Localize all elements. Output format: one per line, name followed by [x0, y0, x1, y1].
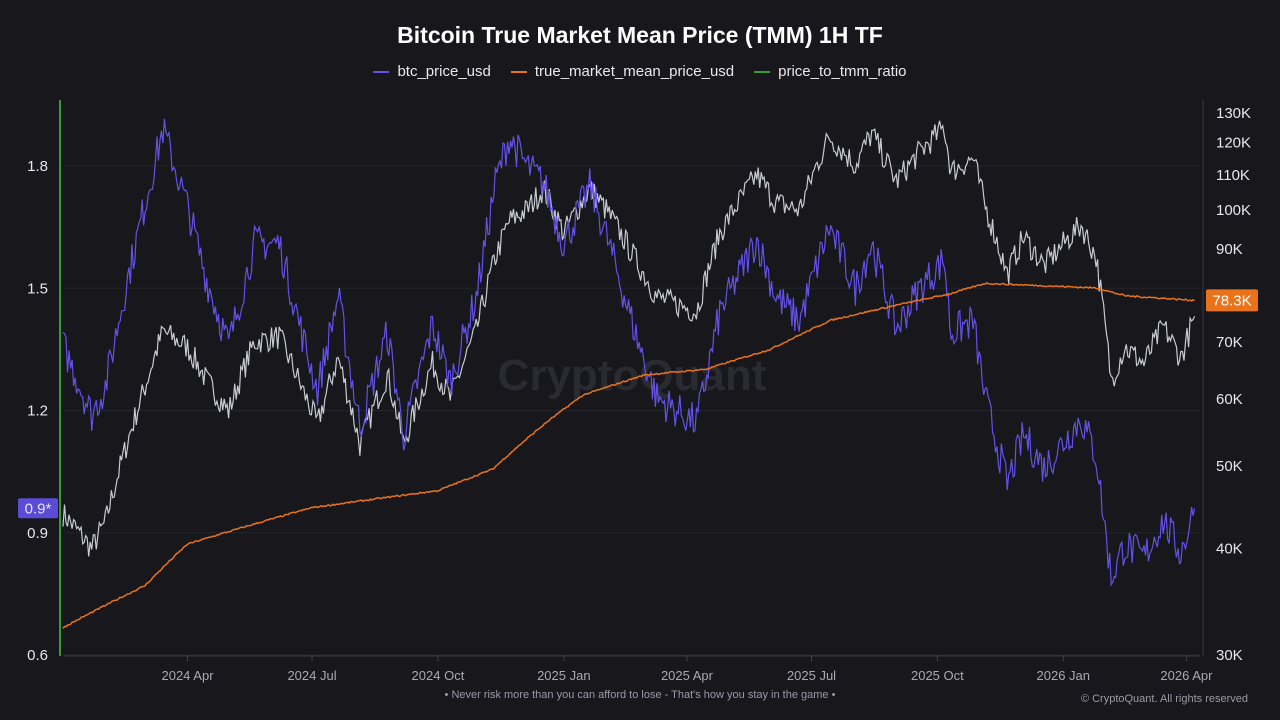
watermark: CryptoQuant: [498, 351, 767, 400]
tmm-price-line: [62, 282, 1195, 629]
legend-swatch: [754, 70, 771, 73]
right-tick-label: 100K: [1216, 202, 1251, 219]
right-tick-label: 130K: [1216, 105, 1251, 122]
ratio-current-label: 0.9*: [25, 500, 52, 517]
right-tick-label: 50K: [1216, 458, 1243, 475]
legend-label: price_to_tmm_ratio: [778, 63, 907, 80]
tmm-current-label: 78.3K: [1212, 292, 1251, 309]
left-tick-label: 0.9: [27, 525, 48, 542]
copyright: © CryptoQuant. All rights reserved: [1080, 693, 1248, 705]
right-tick-label: 110K: [1216, 167, 1250, 184]
x-tick-label: 2024 Jul: [287, 668, 336, 683]
right-tick-label: 90K: [1216, 241, 1243, 258]
x-tick-label: 2025 Apr: [661, 668, 714, 683]
left-tick-label: 0.6: [27, 647, 48, 664]
legend-item-tmm[interactable]: true_market_mean_price_usd: [510, 63, 735, 80]
right-tick-label: 30K: [1216, 647, 1243, 664]
legend-item-ratio[interactable]: price_to_tmm_ratio: [754, 63, 907, 80]
right-tick-label: 70K: [1216, 334, 1243, 351]
btc-price-usd-line: [62, 118, 1196, 587]
x-tick-label: 2025 Jan: [537, 668, 591, 683]
right-tick-label: 40K: [1216, 541, 1243, 558]
btc-price-overlay-line: [62, 120, 1196, 557]
x-tick-label: 2024 Apr: [161, 668, 214, 683]
chart-title: Bitcoin True Market Mean Price (TMM) 1H …: [397, 22, 883, 48]
legend-label: btc_price_usd: [397, 63, 491, 80]
left-tick-label: 1.5: [27, 280, 48, 297]
ratio-current-badge: [18, 498, 58, 519]
x-tick-label: 2026 Apr: [1160, 668, 1213, 683]
x-tick-label: 2025 Oct: [911, 668, 964, 683]
legend: btc_price_usd true_market_mean_price_usd…: [0, 63, 1280, 80]
legend-swatch: [510, 70, 527, 73]
right-tick-label: 60K: [1216, 391, 1243, 408]
left-tick-label: 1.2: [27, 403, 48, 420]
left-tick-label: 1.8: [27, 158, 48, 175]
footer-disclaimer: • Never risk more than you can afford to…: [444, 689, 836, 701]
x-tick-label: 2025 Jul: [787, 668, 836, 683]
legend-label: true_market_mean_price_usd: [534, 63, 735, 80]
legend-item-btc-price[interactable]: btc_price_usd: [373, 63, 491, 80]
tmm-current-badge: [1206, 289, 1258, 312]
right-tick-label: 120K: [1216, 135, 1251, 152]
legend-swatch: [373, 70, 390, 73]
x-tick-label: 2026 Jan: [1037, 668, 1091, 683]
x-tick-label: 2024 Oct: [412, 668, 465, 683]
